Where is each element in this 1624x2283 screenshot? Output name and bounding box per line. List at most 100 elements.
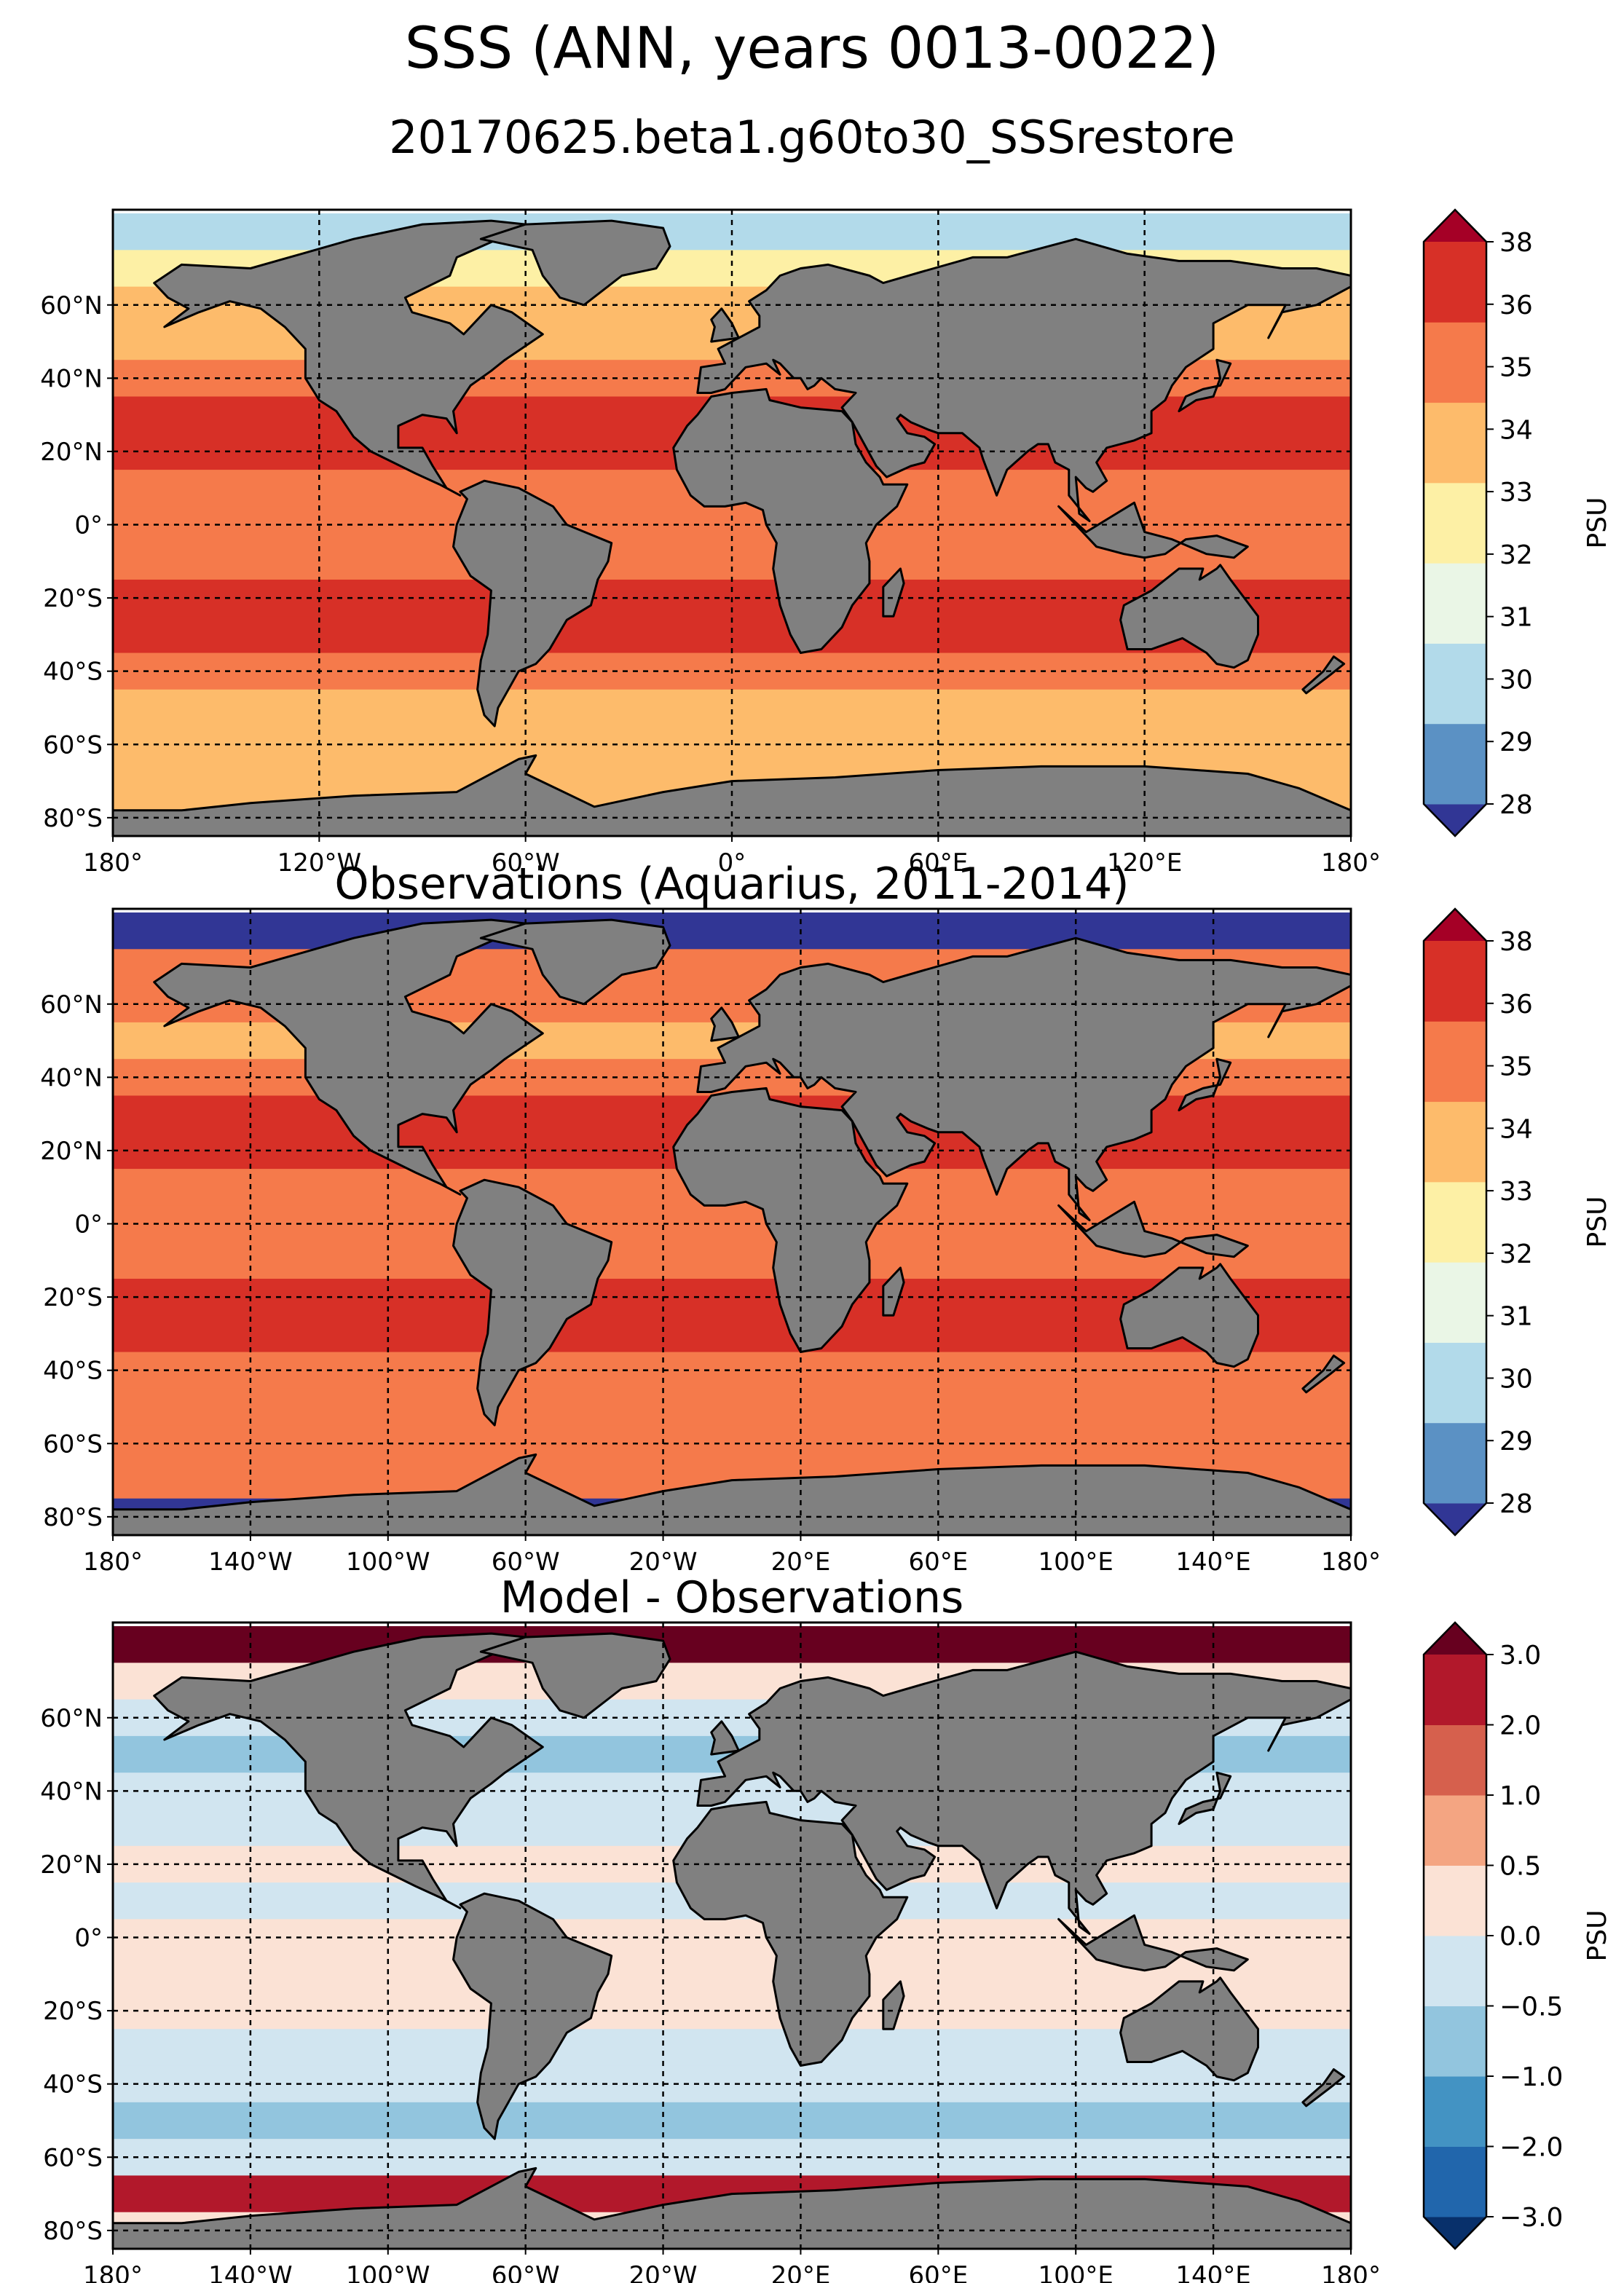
colorbar-tick-label: 32 (1499, 540, 1533, 570)
x-tick-label: 60°E (908, 2261, 968, 2283)
colorbar-tick-label: 35 (1499, 1052, 1533, 1082)
x-tick-label: 100°E (1038, 2261, 1113, 2283)
y-tick-label: 40°N (40, 1777, 103, 1806)
field-band (113, 1388, 1351, 1426)
y-tick-label: 20°S (43, 1997, 103, 2026)
colorbar-segment (1424, 1724, 1486, 1796)
map-frame (111, 907, 1352, 1537)
x-tick-label: 180° (83, 848, 143, 878)
y-tick-label: 60°N (40, 1704, 103, 1733)
colorbar-tick-label: 32 (1499, 1239, 1533, 1269)
colorbar-segment (1424, 643, 1486, 725)
x-tick-label: 20°E (771, 1547, 831, 1577)
field-band (113, 912, 1351, 950)
x-tick-label: 60°W (492, 1547, 560, 1577)
land-greenland (479, 219, 671, 307)
land-eurasia (696, 237, 1351, 522)
x-tick-label: 180° (1321, 848, 1381, 878)
y-tick-label: 40°N (40, 364, 103, 393)
colorbar: −3.0 −2.0 −1.0 −0.5 0.0 0.5 1.0 2.0 3.0 PSU (1422, 1621, 1612, 2250)
colorbar-segment (1424, 1101, 1486, 1183)
y-tick-label: 0° (74, 1210, 103, 1239)
colorbar-segment (1424, 1865, 1486, 1936)
land-japan (1178, 358, 1232, 413)
colorbar-segment (1424, 2146, 1486, 2217)
colorbar-tick-label: −1.0 (1499, 2062, 1563, 2092)
colorbar-tick-label: 3.0 (1499, 1641, 1541, 1671)
figure-title: SSS (ANN, years 0013-0022) (404, 16, 1220, 82)
x-tick-label: 0° (718, 848, 746, 878)
y-tick-label: 20°N (40, 1850, 103, 1880)
colorbar-tick-label: 29 (1499, 728, 1533, 757)
colorbar-tick-label: 33 (1499, 478, 1533, 508)
map-field (113, 1622, 1351, 2249)
obs-panel: Observations (Aquarius, 2011-2014) 180° 14… (40, 859, 1612, 1577)
x-tick-label: 60°E (908, 1547, 968, 1577)
colorbar-tick-label: 2.0 (1499, 1711, 1541, 1741)
colorbar-segment (1424, 2006, 1486, 2077)
colorbar-segment (1424, 1422, 1486, 1504)
colorbar-segment (1424, 1936, 1486, 2006)
land-indonesia (1057, 1914, 1249, 1972)
x-tick-label: 20°W (629, 1547, 698, 1577)
colorbar-segment (1424, 322, 1486, 403)
y-tick-label: 20°N (40, 438, 103, 467)
colorbar-segment (1424, 402, 1486, 484)
x-tick-label: 60°W (492, 2261, 560, 2283)
x-tick-label: 60°W (492, 848, 560, 878)
y-tick-label: 40°S (43, 2070, 103, 2099)
y-tick-label: 60°S (43, 2143, 103, 2172)
x-tick-label: 60°E (908, 848, 968, 878)
x-tick-label: 120°E (1107, 848, 1182, 878)
colorbar-tick-label: 30 (1499, 1364, 1533, 1394)
colorbar-segment (1424, 482, 1486, 564)
land-new-zealand (1301, 1355, 1346, 1394)
colorbar-segment (1424, 2076, 1486, 2147)
x-tick-label: 140°W (208, 1547, 293, 1577)
y-tick-label: 20°S (43, 584, 103, 613)
x-tick-label: 100°W (346, 2261, 430, 2283)
colorbar-extend-min (1424, 2217, 1486, 2249)
bias-panel: Model - Observations 180° 140°W 100°W 60°W 20… (40, 1572, 1612, 2283)
x-tick-label: 180° (1321, 1547, 1381, 1577)
colorbar-label: PSU (1582, 497, 1612, 549)
land-south-america (452, 1892, 613, 2140)
colorbar-tick-label: 36 (1499, 990, 1533, 1020)
colorbar-segment (1424, 723, 1486, 805)
model-panel: 180° 120°W 60°W 0° 60°E 120°E 180° 60°N 40°N 20°N… (40, 208, 1612, 878)
colorbar-segment (1424, 242, 1486, 323)
colorbar-tick-label: 33 (1499, 1177, 1533, 1207)
colorbar-segment (1424, 1342, 1486, 1424)
y-tick-label: 0° (74, 511, 103, 540)
land-japan (1178, 1057, 1232, 1112)
x-tick-label: 120°W (277, 848, 362, 878)
colorbar-tick-label: 34 (1499, 415, 1533, 445)
x-tick-label: 180° (83, 1547, 143, 1577)
colorbar-tick-label: 30 (1499, 665, 1533, 695)
panel-title: Model - Observations (500, 1572, 964, 1623)
y-tick-label: 60°N (40, 291, 103, 320)
colorbar-tick-label: 36 (1499, 291, 1533, 320)
colorbar-tick-label: 29 (1499, 1427, 1533, 1456)
colorbar-segment (1424, 1795, 1486, 1866)
colorbar-segment (1424, 1262, 1486, 1343)
x-tick-label: 140°E (1175, 2261, 1250, 2283)
x-tick-label: 180° (83, 2261, 143, 2283)
land-madagascar (882, 567, 905, 618)
land-greenland (479, 1632, 671, 1719)
y-tick-label: 40°S (43, 658, 103, 687)
colorbar-label: PSU (1582, 1910, 1612, 1962)
x-tick-label: 140°W (208, 2261, 293, 2283)
land-africa (672, 1087, 909, 1353)
y-tick-label: 20°N (40, 1137, 103, 1166)
land-uk (710, 1720, 740, 1756)
y-tick-label: 80°S (43, 804, 103, 833)
colorbar-tick-label: 1.0 (1499, 1781, 1541, 1811)
colorbar-tick-label: 28 (1499, 790, 1533, 820)
colorbar-tick-label: 35 (1499, 353, 1533, 383)
y-tick-label: 40°N (40, 1063, 103, 1092)
x-tick-label: 100°E (1038, 1547, 1113, 1577)
colorbar-segment (1424, 1655, 1486, 1725)
land-indonesia (1057, 1200, 1249, 1258)
y-tick-label: 40°S (43, 1357, 103, 1386)
